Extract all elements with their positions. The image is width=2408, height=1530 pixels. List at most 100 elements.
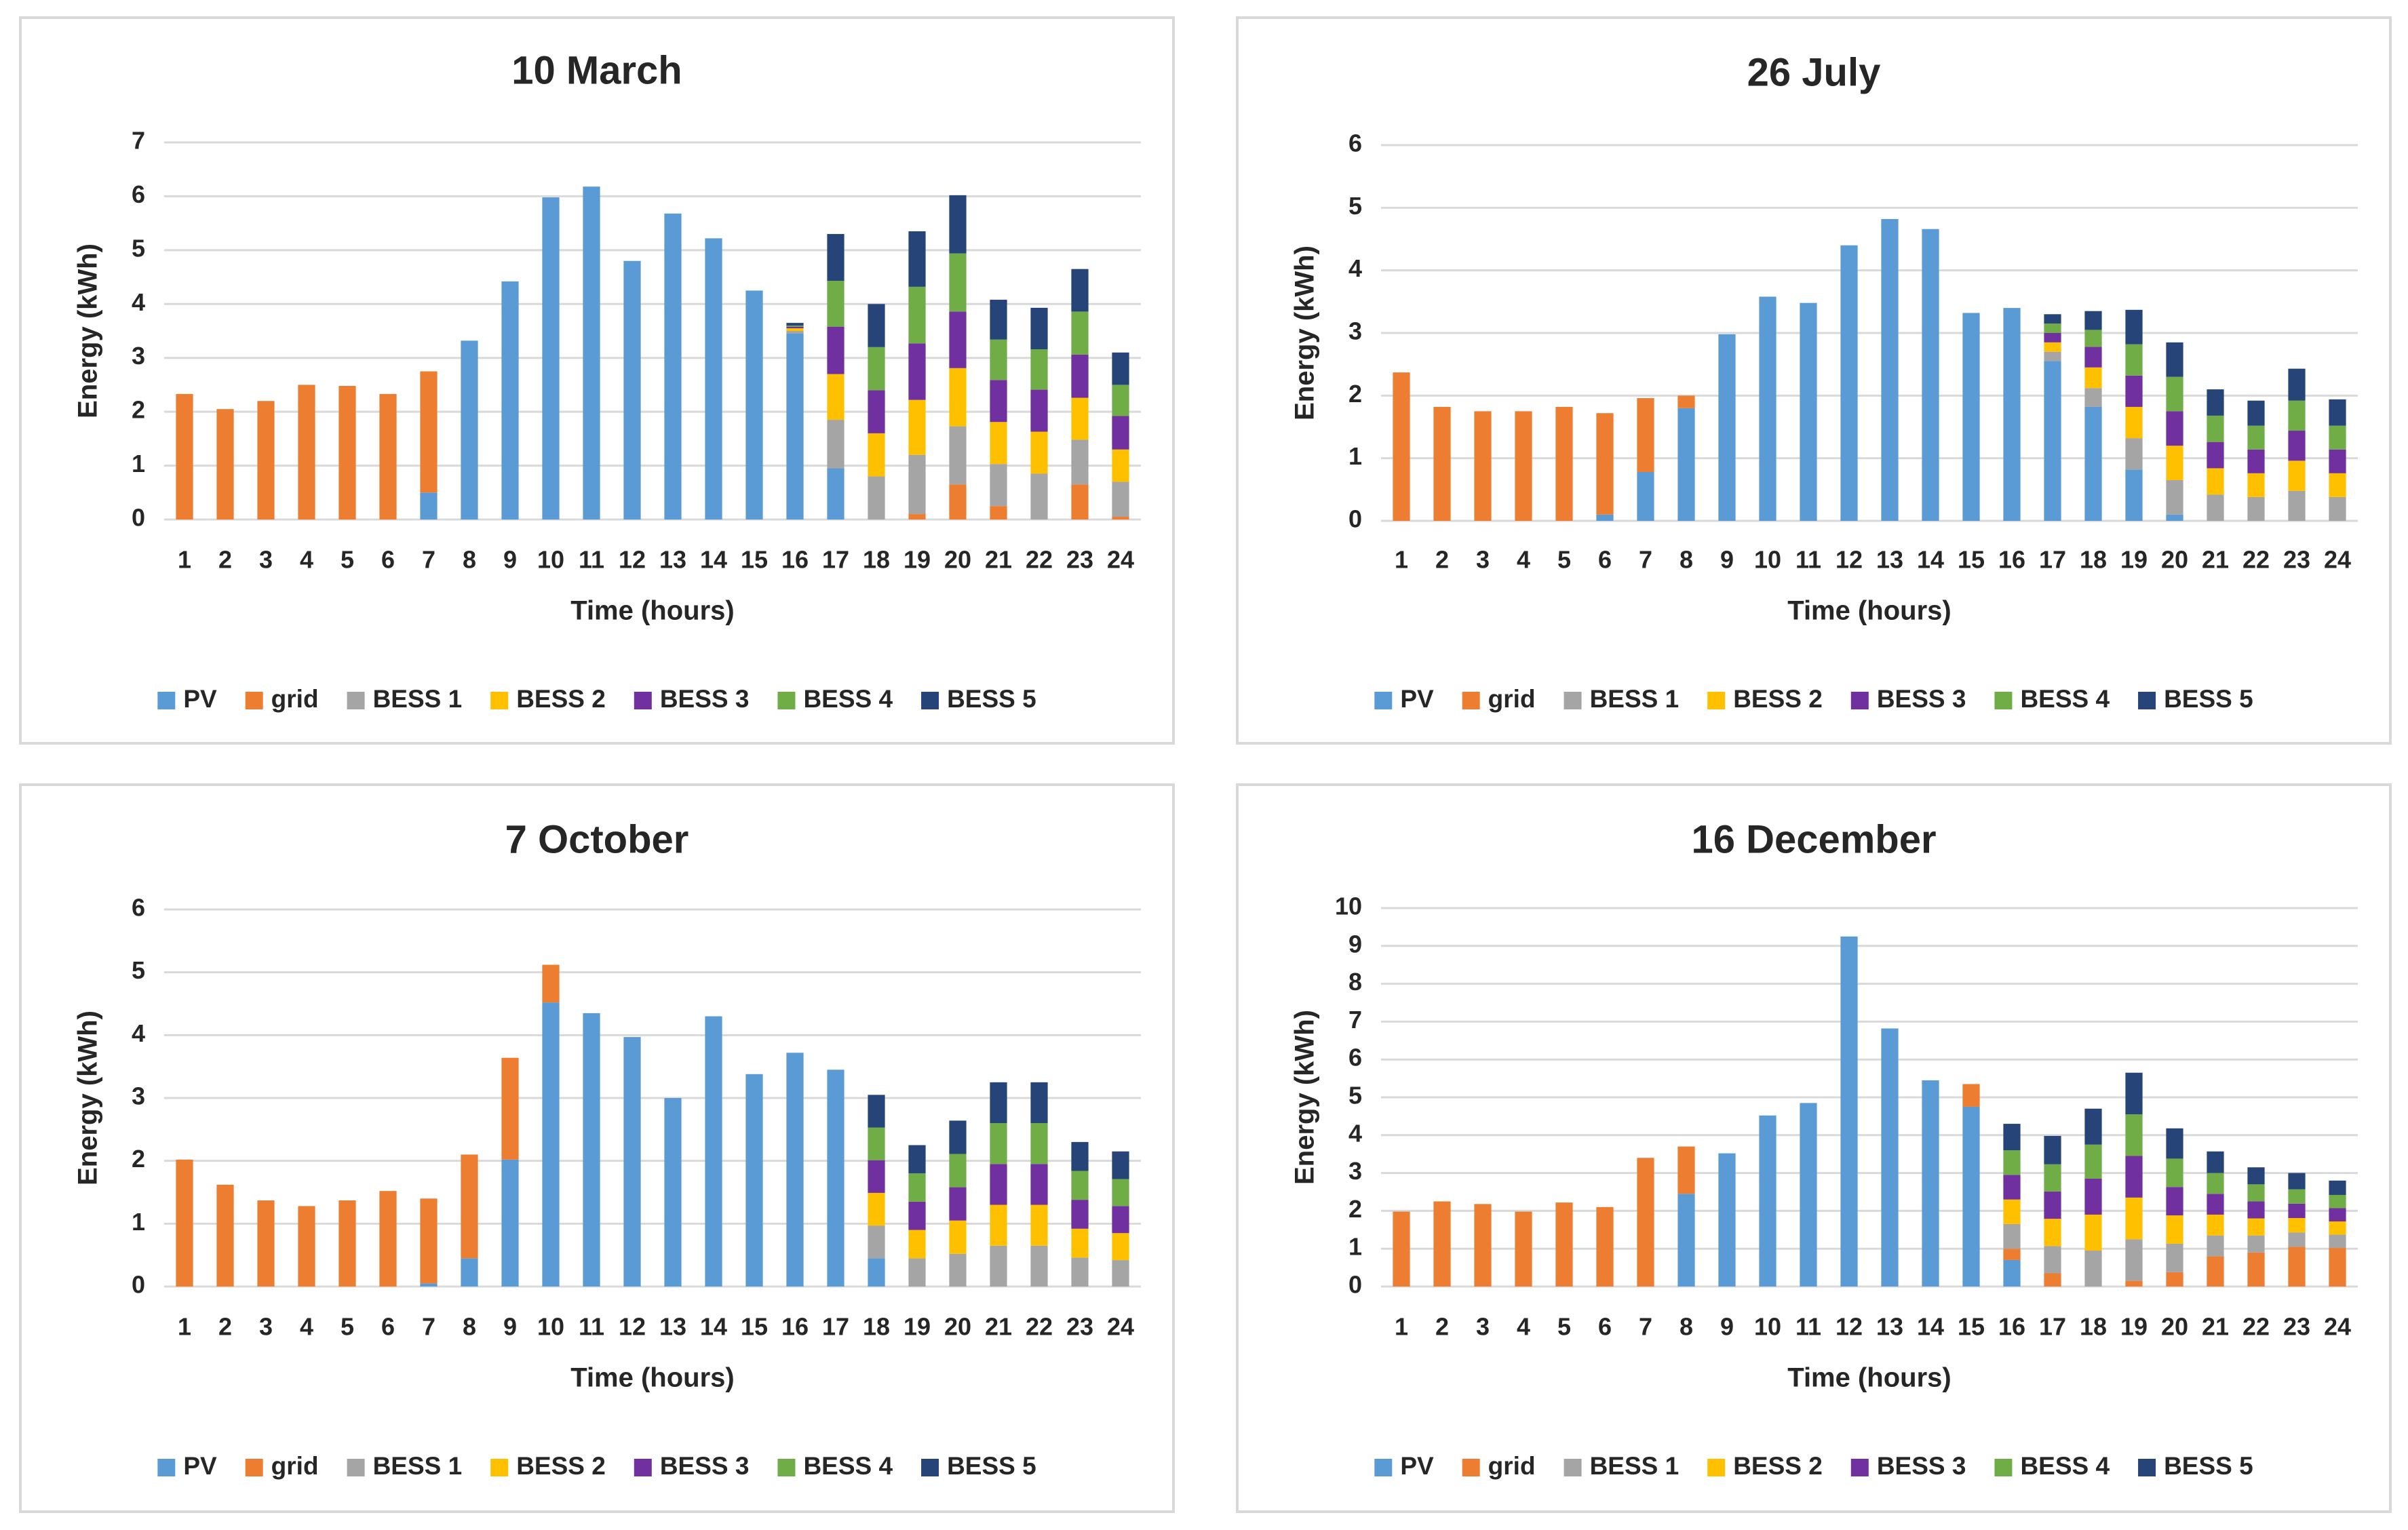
bar-bess-3-h19: [908, 343, 926, 400]
x-tick-label: 1: [178, 546, 191, 574]
bar-bess-1-h24: [1112, 482, 1129, 517]
bar-bess-3-h17: [827, 326, 844, 374]
bar-pv-h13: [664, 1098, 682, 1287]
bar-pv-h8: [461, 1258, 478, 1287]
x-tick-label: 11: [579, 546, 604, 574]
bar-bess-3-h24: [2329, 449, 2346, 473]
bar-bess-4-h23: [1071, 1171, 1089, 1200]
bar-bess-4-h16: [786, 326, 804, 327]
legend-label-bess-4: BESS 4: [803, 685, 893, 713]
legend-swatch-pv: [157, 1459, 176, 1476]
bar-bess-4-h23: [1071, 311, 1089, 355]
bar-bess-1-h19: [2125, 438, 2143, 470]
bar-bess-3-h23: [2288, 1203, 2306, 1219]
legend-swatch-bess-4: [777, 692, 796, 709]
bar-grid-h4: [1515, 411, 1532, 521]
bar-bess-1-h22: [2247, 496, 2265, 521]
bar-bess-3-h17: [2044, 1191, 2061, 1219]
x-tick-label: 13: [659, 546, 686, 574]
bar-bess-4-h17: [827, 281, 844, 327]
legend-label-bess-5: BESS 5: [947, 1452, 1036, 1480]
bar-grid-h8: [461, 1154, 478, 1259]
bar-bess-5-h18: [868, 1095, 885, 1128]
bar-grid-h15: [1962, 1084, 1980, 1107]
legend-label-pv: PV: [1400, 1452, 1434, 1480]
bar-grid-h3: [257, 401, 275, 519]
bar-bess-3-h23: [1071, 1200, 1089, 1229]
bar-bess-2-h24: [1112, 449, 1129, 482]
legend-swatch-grid: [1462, 692, 1480, 709]
bar-bess-4-h24: [2329, 1194, 2346, 1209]
bar-bess-1-h18: [868, 1225, 885, 1259]
x-tick-label: 24: [2324, 546, 2351, 574]
bar-bess-2-h19: [908, 399, 926, 455]
x-tick-label: 16: [1998, 1313, 2025, 1341]
bar-bess-1-h19: [908, 454, 926, 515]
bar-grid-h1: [176, 393, 193, 519]
y-tick-label: 6: [1348, 130, 1362, 157]
bar-grid-h5: [338, 1200, 356, 1287]
legend-swatch-pv: [1374, 1459, 1393, 1476]
legend: PV grid BESS 1 BESS 2 BESS 3 BESS 4 BESS 5: [157, 685, 1036, 713]
x-tick-label: 22: [1026, 546, 1053, 574]
x-axis-title: Time (hours): [1787, 1363, 1951, 1393]
x-tick-label: 10: [537, 546, 564, 574]
bar-bess-4-h19: [2125, 344, 2143, 376]
legend-label-pv: PV: [1400, 685, 1434, 713]
bar-bess-3-h22: [1030, 1164, 1048, 1205]
bar-grid-h3: [257, 1200, 275, 1287]
x-tick-label: 1: [1395, 546, 1408, 574]
legend-swatch-pv: [1374, 692, 1393, 709]
bar-bess-2-h17: [2044, 342, 2061, 352]
x-tick-label: 5: [341, 546, 354, 574]
x-tick-label: 2: [218, 1313, 232, 1341]
x-tick-label: 9: [503, 1313, 517, 1341]
bar-bess-4-h23: [2288, 1189, 2306, 1204]
bar-bess-3-h18: [2084, 1178, 2102, 1215]
x-tick-label: 8: [1679, 1313, 1693, 1341]
x-tick-label: 3: [259, 1313, 273, 1341]
legend-label-bess-1: BESS 1: [1590, 1452, 1679, 1480]
x-tick-label: 20: [944, 546, 971, 574]
x-tick-label: 22: [2242, 546, 2270, 574]
bar-bess-2-h23: [2288, 1218, 2306, 1233]
legend-label-grid: grid: [1488, 1452, 1536, 1480]
x-tick-label: 19: [904, 546, 931, 574]
bar-bess-3-h20: [2166, 411, 2183, 446]
chart-panel-26-july: 26 July 0 1 2 3 4 5 6 1 2 3 4 5 6 7 8 9 10 11 12 13 14 15 16 17 1…: [1236, 16, 2392, 745]
bar-bess-4-h18: [2084, 1144, 2102, 1179]
x-tick-label: 16: [781, 1313, 809, 1341]
bar-bess-5-h17: [2044, 314, 2061, 324]
x-axis-title: Time (hours): [570, 596, 735, 626]
bar-bess-4-h19: [908, 286, 926, 344]
bar-bess-5-h22: [1030, 307, 1048, 350]
x-tick-label: 7: [1639, 546, 1652, 574]
bar-bess-5-h22: [1030, 1082, 1048, 1124]
bar-bess-3-h19: [2125, 375, 2143, 407]
x-tick-label: 20: [944, 1313, 971, 1341]
bar-bess-4-h22: [1030, 1123, 1048, 1164]
x-tick-label: 19: [2120, 1313, 2148, 1341]
bar-grid-h6: [379, 1191, 397, 1287]
bar-bess-1-h17: [2044, 351, 2061, 361]
bar-bess-1-h16: [786, 331, 804, 334]
legend-swatch-bess-2: [490, 692, 509, 709]
bar-bess-5-h20: [949, 195, 967, 254]
bar-bess-2-h16: [786, 328, 804, 331]
legend-swatch-bess-4: [1994, 692, 2013, 709]
y-tick-label: 3: [1348, 317, 1362, 345]
bar-bess-5-h17: [2044, 1135, 2061, 1164]
bar-grid-h8: [1677, 1146, 1695, 1194]
x-tick-label: 9: [503, 546, 517, 574]
y-tick-label: 5: [132, 234, 145, 262]
bar-pv-h17: [827, 1070, 844, 1287]
y-tick-label: 7: [1348, 1006, 1362, 1034]
legend-swatch-bess-5: [921, 1459, 939, 1476]
legend-label-bess-5: BESS 5: [947, 685, 1036, 713]
bar-grid-h4: [298, 385, 315, 519]
bar-bess-5-h20: [949, 1120, 967, 1154]
bar-bess-4-h20: [2166, 376, 2183, 412]
x-tick-label: 2: [218, 546, 232, 574]
bar-bess-4-h17: [2044, 323, 2061, 333]
